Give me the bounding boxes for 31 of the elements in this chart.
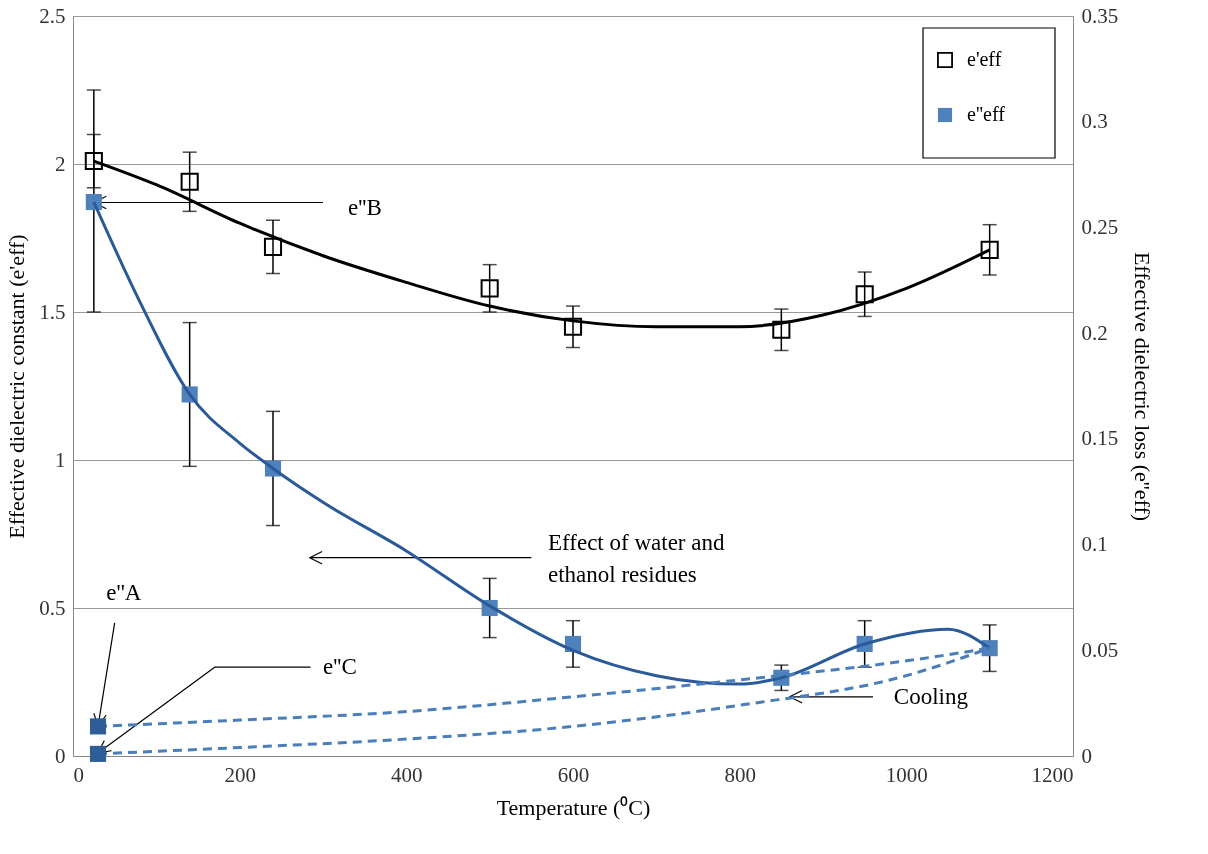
y-axis-title: Effective dielectric constant (e'eff) xyxy=(4,234,30,539)
annotation: e''C xyxy=(323,654,357,680)
y-tick-label: 2 xyxy=(55,151,66,176)
x-tick-label: 600 xyxy=(557,762,590,787)
y2-axis-title: Effective dielectric loss (e''eff) xyxy=(1130,251,1156,522)
y-tick-label: 0.5 xyxy=(39,595,66,620)
y2-tick-label: 0.05 xyxy=(1081,637,1119,662)
annotation: Effect of water and ethanol residues xyxy=(548,529,725,587)
x-tick-label: 200 xyxy=(224,762,256,787)
x-tick-label: 1000 xyxy=(885,762,928,787)
x-tick-label: 0 xyxy=(73,762,84,787)
y2-tick-label: 0.35 xyxy=(1081,3,1119,28)
y-tick-label: 1 xyxy=(55,447,66,472)
x-tick-label: 400 xyxy=(391,762,423,787)
legend-label: e''eff xyxy=(967,103,1006,125)
legend-label: e'eff xyxy=(967,48,1002,70)
y-tick-label: 0 xyxy=(55,743,66,768)
y2-tick-label: 0.25 xyxy=(1081,214,1119,239)
y2-tick-label: 0.3 xyxy=(1081,109,1108,134)
y2-tick-label: 0.15 xyxy=(1081,426,1119,451)
y-tick-label: 1.5 xyxy=(39,299,66,324)
annotation: Cooling xyxy=(893,683,969,709)
annotation: e''A xyxy=(106,580,142,606)
annotation: e''B xyxy=(348,195,382,221)
x-tick-label: 1200 xyxy=(1031,762,1074,787)
y-tick-label: 2.5 xyxy=(39,3,66,28)
x-axis-title: Temperature (⁰C) xyxy=(496,794,651,820)
x-tick-label: 800 xyxy=(724,762,756,787)
y2-tick-label: 0 xyxy=(1081,743,1092,768)
y2-tick-label: 0.1 xyxy=(1081,532,1108,557)
y2-tick-label: 0.2 xyxy=(1081,320,1108,345)
